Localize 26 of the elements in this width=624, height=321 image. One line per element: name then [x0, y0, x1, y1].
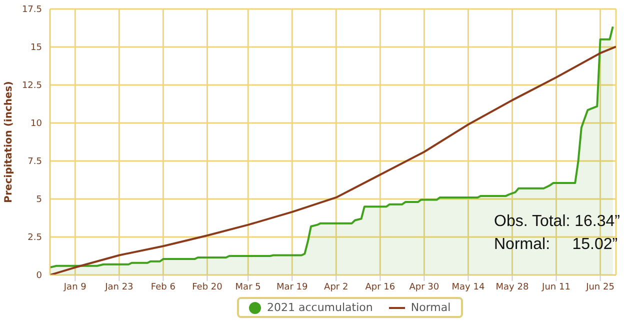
y-tick-label: 10	[30, 119, 42, 130]
y-tick-label: 7.5	[28, 157, 42, 168]
annotation: Obs. Total: 16.34”	[494, 213, 620, 231]
y-tick-label: 5	[36, 195, 42, 206]
x-tick-label: Feb 20	[192, 282, 223, 292]
x-tick-label: May 28	[496, 282, 529, 292]
x-tick-label: Jan 23	[104, 282, 134, 292]
y-axis-title: Precipitation (inches)	[4, 81, 15, 203]
legend-label: 2021 accumulation	[267, 301, 373, 314]
y-tick-label: 17.5	[22, 5, 42, 16]
x-tick-label: Jun 11	[541, 282, 570, 292]
x-tick-label: Mar 5	[235, 282, 261, 292]
x-tick-label: Feb 6	[150, 282, 176, 292]
legend-label: Normal	[410, 301, 451, 314]
x-tick-label: Apr 30	[409, 282, 440, 292]
x-tick-label: May 14	[452, 282, 485, 292]
x-tick-label: Jan 9	[62, 282, 87, 292]
x-tick-label: Jun 25	[585, 282, 614, 292]
annotation: Normal: 15.02”	[494, 236, 618, 254]
y-tick-label: 12.5	[22, 81, 42, 92]
y-tick-label: 15	[30, 43, 42, 54]
x-tick-label: Mar 19	[276, 282, 308, 292]
x-tick-label: Apr 2	[324, 282, 348, 292]
y-tick-label: 0	[36, 271, 42, 282]
y-tick-label: 2.5	[28, 233, 42, 244]
x-tick-label: Apr 16	[365, 282, 396, 292]
